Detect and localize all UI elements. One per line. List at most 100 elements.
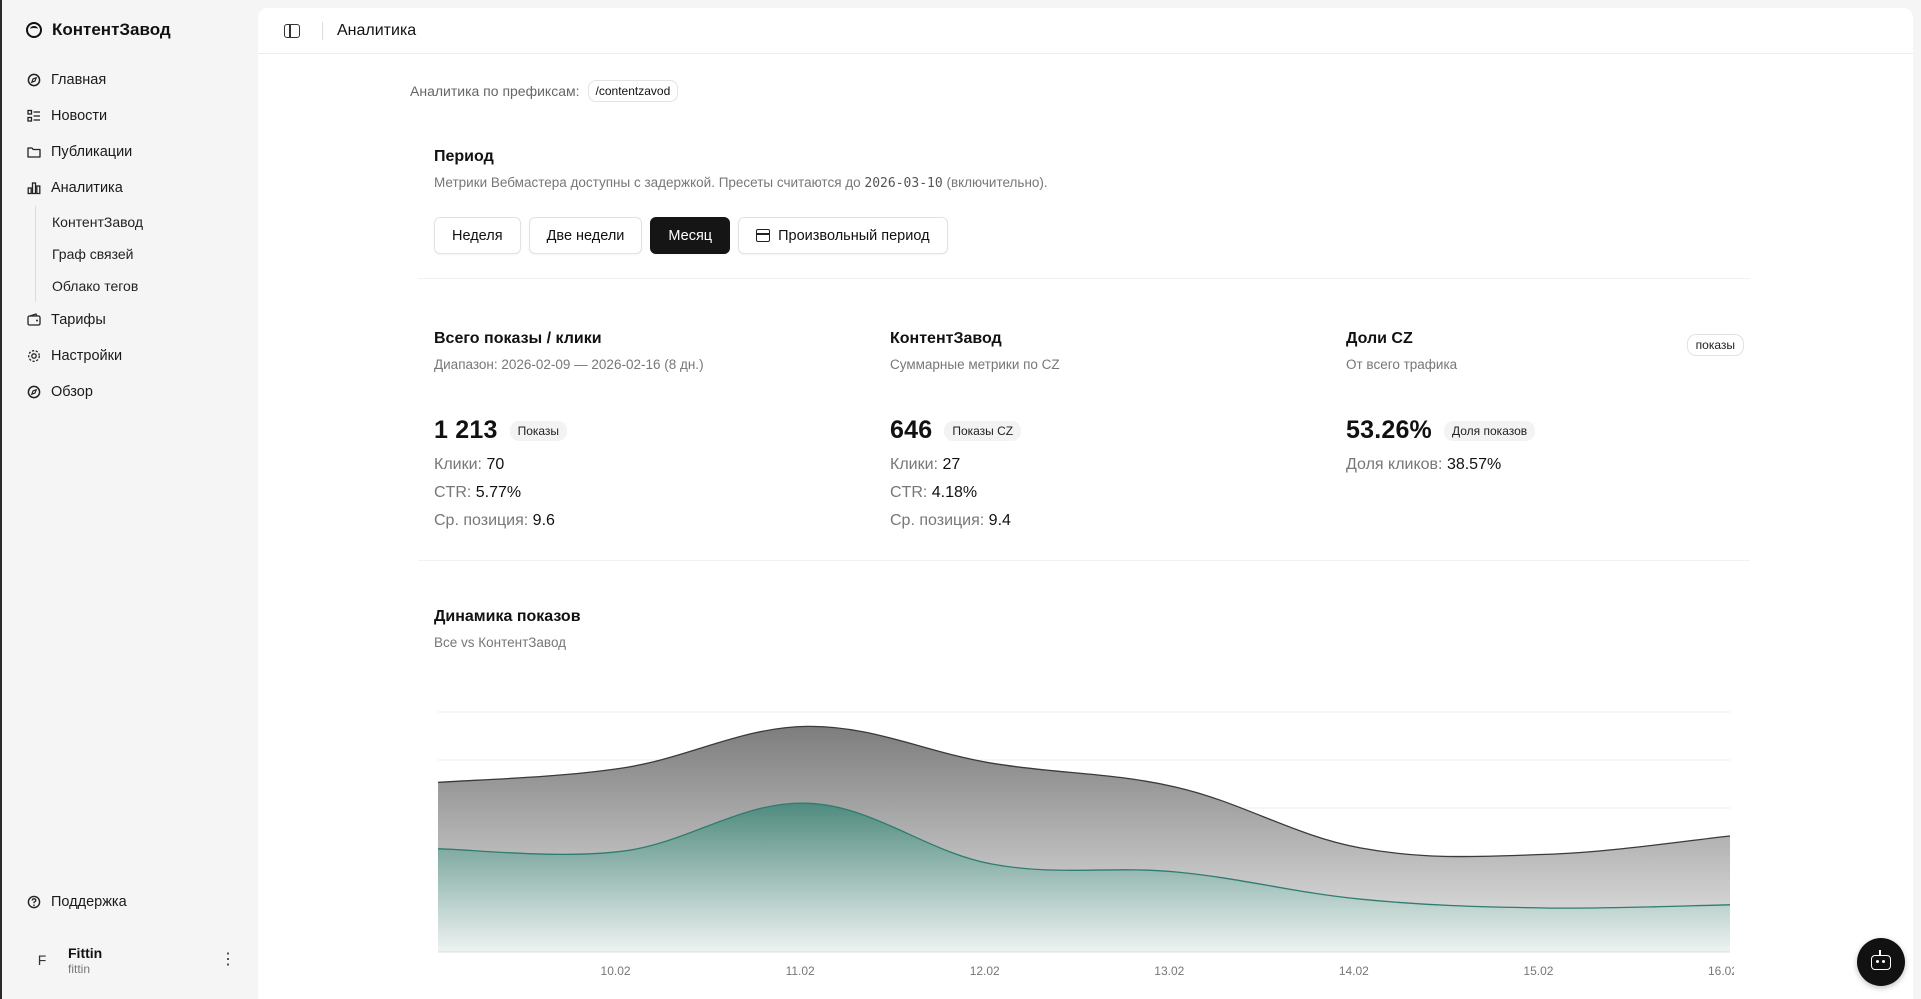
card-contentzavod: КонтентЗавод Суммарные метрики по CZ 646…: [890, 330, 1310, 531]
card-total-value: 1 213: [434, 416, 498, 444]
sidebar-toggle-icon[interactable]: [284, 23, 300, 38]
brand[interactable]: КонтентЗавод: [26, 20, 171, 40]
period-custom-label: Произвольный период: [778, 227, 930, 244]
card-share-pill: Доля показов: [1444, 420, 1536, 441]
bar-chart-icon: [27, 181, 41, 195]
period-section: Период Метрики Вебмастера доступны с зад…: [434, 148, 1048, 191]
topbar-divider: [322, 21, 323, 40]
help-circle-icon: [27, 895, 41, 909]
sidebar: КонтентЗавод Главная Новости Публикации …: [0, 0, 258, 999]
sidebar-subitem-tag-cloud[interactable]: Облако тегов: [52, 278, 139, 294]
metric-value: 5.77%: [475, 484, 522, 501]
main-panel: Аналитика Аналитика по префиксам: /conte…: [258, 8, 1913, 999]
x-tick-label: 14.02: [1339, 964, 1369, 978]
series-area-1: [438, 803, 1730, 952]
calendar-icon: [756, 229, 771, 242]
sidebar-item-label: Публикации: [51, 144, 133, 160]
sidebar-item-settings[interactable]: Настройки: [18, 338, 246, 374]
prefix-chip[interactable]: /contentzavod: [587, 80, 679, 102]
metric-value: 27: [942, 456, 961, 473]
section-divider: [418, 278, 1750, 279]
user-info: Fittin fittin: [68, 945, 102, 976]
metric-value: 9.4: [988, 512, 1011, 529]
card-total-position: Ср. позиция: 9.6: [434, 511, 854, 531]
period-desc-date: 2026-03-10: [864, 176, 943, 191]
period-description: Метрики Вебмастера доступны с задержкой.…: [434, 175, 1048, 191]
period-buttons: Неделя Две недели Месяц Произвольный пер…: [434, 217, 948, 254]
sidebar-item-tariffs[interactable]: Тарифы: [18, 302, 246, 338]
sidebar-item-news[interactable]: Новости: [18, 98, 246, 134]
x-tick-label: 16.02: [1708, 964, 1734, 978]
card-total-title: Всего показы / клики: [434, 330, 602, 347]
period-month-button[interactable]: Месяц: [650, 217, 731, 254]
x-tick-label: 11.02: [786, 964, 815, 978]
card-share-subtitle: От всего трафика: [1346, 357, 1458, 372]
period-two-weeks-button[interactable]: Две недели: [528, 217, 643, 254]
x-tick-label: 10.02: [601, 964, 631, 978]
card-cz-subtitle: Суммарные метрики по CZ: [890, 357, 1060, 372]
user-login: fittin: [68, 961, 91, 976]
metric-value: 4.18%: [931, 484, 978, 501]
metric-label: CTR:: [890, 484, 928, 501]
gear-icon: [27, 349, 41, 363]
brand-name: КонтентЗавод: [52, 20, 171, 39]
brand-logo-icon: [26, 22, 42, 38]
period-custom-button[interactable]: Произвольный период: [738, 217, 948, 254]
wallet-icon: [27, 313, 41, 327]
list-icon: [27, 109, 41, 123]
metric-label: Ср. позиция:: [434, 512, 529, 529]
sidebar-item-label: Поддержка: [51, 894, 127, 910]
series-line-1: [437, 802, 1731, 909]
compass-icon: [27, 385, 41, 399]
sidebar-subitem-link-graph[interactable]: Граф связей: [52, 246, 134, 262]
chart-header: Динамика показов Все vs КонтентЗавод: [434, 608, 581, 650]
sidebar-nav: Главная Новости Публикации Аналитика Кон…: [18, 62, 246, 410]
card-total-pill: Показы: [509, 420, 568, 441]
card-cz-main: 646 Показы CZ: [890, 416, 1310, 445]
metric-value: 70: [486, 456, 505, 473]
card-share-clicks: Доля кликов: 38.57%: [1346, 455, 1750, 475]
card-total-subtitle: Диапазон: 2026-02-09 — 2026-02-16 (8 дн.…: [434, 357, 704, 372]
sidebar-item-analytics[interactable]: Аналитика: [18, 170, 246, 206]
page-title: Аналитика: [337, 21, 417, 39]
period-desc-suffix: (включительно).: [946, 175, 1048, 190]
card-cz-pill: Показы CZ: [944, 420, 1022, 441]
impressions-chart: 10.02 11.02 12.02 13.02 14.02 15.02 16.02: [434, 688, 1734, 988]
metric-label: Доля кликов:: [1346, 456, 1443, 473]
sidebar-item-publications[interactable]: Публикации: [18, 134, 246, 170]
card-cz-title: КонтентЗавод: [890, 330, 1002, 347]
avatar: F: [37, 952, 47, 968]
more-vertical-icon[interactable]: ⋮: [220, 951, 236, 968]
x-tick-label: 12.02: [970, 964, 1000, 978]
card-share-badge[interactable]: показы: [1686, 334, 1744, 356]
card-share-main: 53.26% Доля показов: [1346, 416, 1750, 445]
sidebar-item-label: Аналитика: [51, 180, 123, 196]
bot-icon: [1871, 949, 1891, 970]
metric-value: 38.57%: [1446, 456, 1502, 473]
card-share-title: Доли CZ: [1346, 330, 1413, 347]
sidebar-item-label: Обзор: [51, 384, 93, 400]
metric-label: Клики:: [434, 456, 482, 473]
folder-icon: [27, 145, 41, 159]
prefix-row: Аналитика по префиксам: /contentzavod: [410, 80, 679, 102]
x-tick-label: 13.02: [1154, 964, 1184, 978]
period-title: Период: [434, 148, 494, 165]
card-total-ctr: CTR: 5.77%: [434, 483, 854, 503]
sidebar-item-label: Новости: [51, 108, 108, 124]
sidebar-item-support[interactable]: Поддержка: [18, 884, 246, 920]
card-cz-ctr: CTR: 4.18%: [890, 483, 1310, 503]
sidebar-item-label: Тарифы: [51, 312, 106, 328]
sidebar-item-overview[interactable]: Обзор: [18, 374, 246, 410]
period-desc-text: Метрики Вебмастера доступны с задержкой.…: [434, 175, 861, 190]
user-menu[interactable]: F Fittin fittin ⋮: [26, 938, 238, 982]
sidebar-subitem-contentzavod[interactable]: КонтентЗавод: [52, 214, 144, 230]
period-week-button[interactable]: Неделя: [434, 217, 521, 254]
card-total-main: 1 213 Показы: [434, 416, 854, 445]
metric-label: Клики:: [890, 456, 938, 473]
sidebar-item-home[interactable]: Главная: [18, 62, 246, 98]
compass-icon: [27, 73, 41, 87]
card-share-value: 53.26%: [1346, 416, 1432, 444]
assistant-button[interactable]: [1857, 938, 1905, 986]
prefix-label: Аналитика по префиксам:: [410, 83, 580, 99]
section-divider: [418, 560, 1750, 561]
